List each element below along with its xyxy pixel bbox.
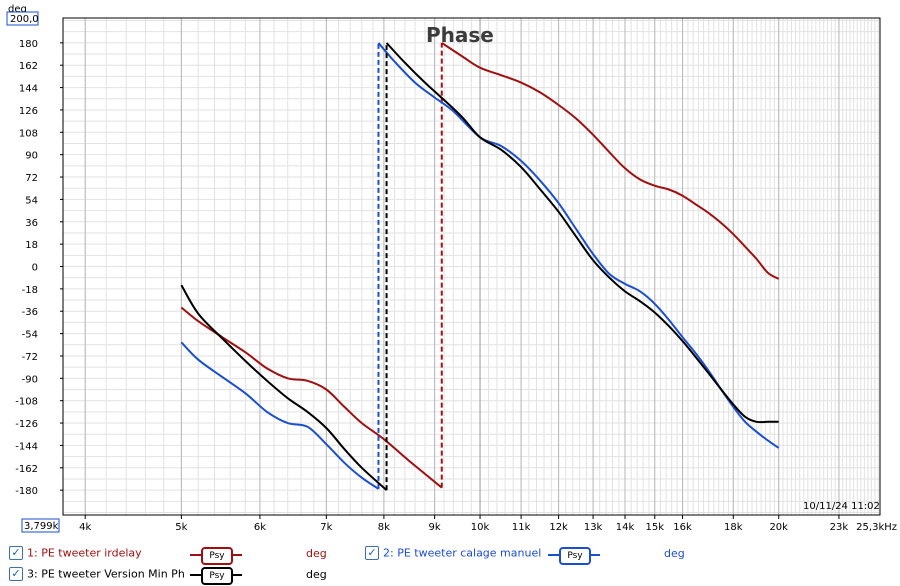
psy-label-1: Psy <box>201 547 233 565</box>
series-3-high <box>385 42 779 424</box>
psy-button-1[interactable]: Psy <box>190 546 242 565</box>
y-tick-label: -54 <box>22 330 38 341</box>
series-2-low <box>180 341 380 490</box>
y-tick-label: -18 <box>22 285 38 296</box>
x-tick-label: 12k <box>549 522 568 533</box>
x-tick-label: 9k <box>429 522 441 533</box>
y-tick-label: 126 <box>19 106 38 117</box>
x-tick-label: 6k <box>254 522 266 533</box>
x-tick-label: 16k <box>673 522 692 533</box>
plot-frame <box>62 17 881 516</box>
series-1-high <box>441 42 780 280</box>
y-top-value: 200,0 <box>10 14 39 25</box>
phase-chart: 18016214412610890725436180-18-36-54-72-9… <box>6 4 897 533</box>
legend-item-1[interactable]: ✓ 1: PE tweeter irdelay <box>9 546 142 560</box>
series-3-low <box>180 284 388 491</box>
unit-3: deg <box>306 568 327 581</box>
psy-label-3: Psy <box>201 567 233 585</box>
checkbox-1[interactable]: ✓ <box>9 546 23 560</box>
y-tick-label: -126 <box>15 419 38 430</box>
y-top-box[interactable] <box>6 11 39 26</box>
series-group <box>180 42 780 491</box>
x-tick-label: 20k <box>769 522 788 533</box>
unit-2: deg <box>664 547 685 560</box>
y-tick-label: -108 <box>15 397 38 408</box>
x-tick-label: 15k <box>645 522 664 533</box>
y-tick-label: 162 <box>19 61 38 72</box>
x-start-value: 3,799k <box>24 521 59 532</box>
x-tick-label: 7k <box>320 522 332 533</box>
y-tick-label: 72 <box>25 173 38 184</box>
x-tick-label: 5k <box>175 522 187 533</box>
x-tick-label: 4k <box>79 522 91 533</box>
y-tick-label: -180 <box>15 486 38 497</box>
grid <box>62 18 880 515</box>
y-tick-label: -162 <box>15 464 38 475</box>
unit-1: deg <box>306 547 327 560</box>
y-tick-label: 36 <box>25 218 38 229</box>
y-axis-ticks: 18016214412610890725436180-18-36-54-72-9… <box>15 39 63 497</box>
x-axis-ticks: 4k 5k 6k 7k 8k 9k 10k 11k 12k 13k 14k 15k 16k 18k 20k 2… <box>79 515 897 533</box>
y-tick-label: 180 <box>19 39 38 50</box>
psy-button-3[interactable]: Psy <box>190 566 242 585</box>
y-tick-label: -90 <box>22 374 38 385</box>
y-tick-label: 0 <box>32 263 38 274</box>
timestamp: 10/11/24 11:02 <box>803 501 880 512</box>
psy-button-2[interactable]: Psy <box>548 546 600 565</box>
y-tick-label: -72 <box>22 352 38 363</box>
x-tick-label: 14k <box>616 522 635 533</box>
y-tick-label: -36 <box>22 307 38 318</box>
legend-label-2: 2: PE tweeter calage manuel <box>383 546 542 560</box>
y-tick-label: 108 <box>19 128 38 139</box>
x-tick-label: 13k <box>584 522 603 533</box>
y-tick-label: 144 <box>19 84 38 95</box>
x-tick-label: 10k <box>471 522 490 533</box>
chart-title: Phase <box>426 23 494 47</box>
legend-label-3: 3: PE tweeter Version Min Ph <box>27 567 185 581</box>
y-axis-label: deg <box>8 4 27 15</box>
psy-label-2: Psy <box>559 547 591 565</box>
x-tick-label: 11k <box>512 522 531 533</box>
legend-item-3[interactable]: ✓ 3: PE tweeter Version Min Ph <box>9 567 185 581</box>
series-1-low <box>180 306 443 489</box>
x-tick-label: 18k <box>724 522 743 533</box>
checkbox-2[interactable]: ✓ <box>365 546 379 560</box>
series-2-high <box>377 42 780 449</box>
y-tick-label: 90 <box>25 151 38 162</box>
x-tick-label: 23k <box>830 522 849 533</box>
x-tick-label: 8k <box>378 522 390 533</box>
y-tick-label: 18 <box>25 240 38 251</box>
x-tick-label: 25,3kHz <box>856 522 897 533</box>
x-start-box[interactable] <box>21 518 60 533</box>
legend-label-1: 1: PE tweeter irdelay <box>27 546 142 560</box>
y-tick-label: -144 <box>15 441 38 452</box>
checkbox-3[interactable]: ✓ <box>9 567 23 581</box>
y-tick-label: 54 <box>25 195 38 206</box>
legend-item-2[interactable]: ✓ 2: PE tweeter calage manuel <box>365 546 541 560</box>
